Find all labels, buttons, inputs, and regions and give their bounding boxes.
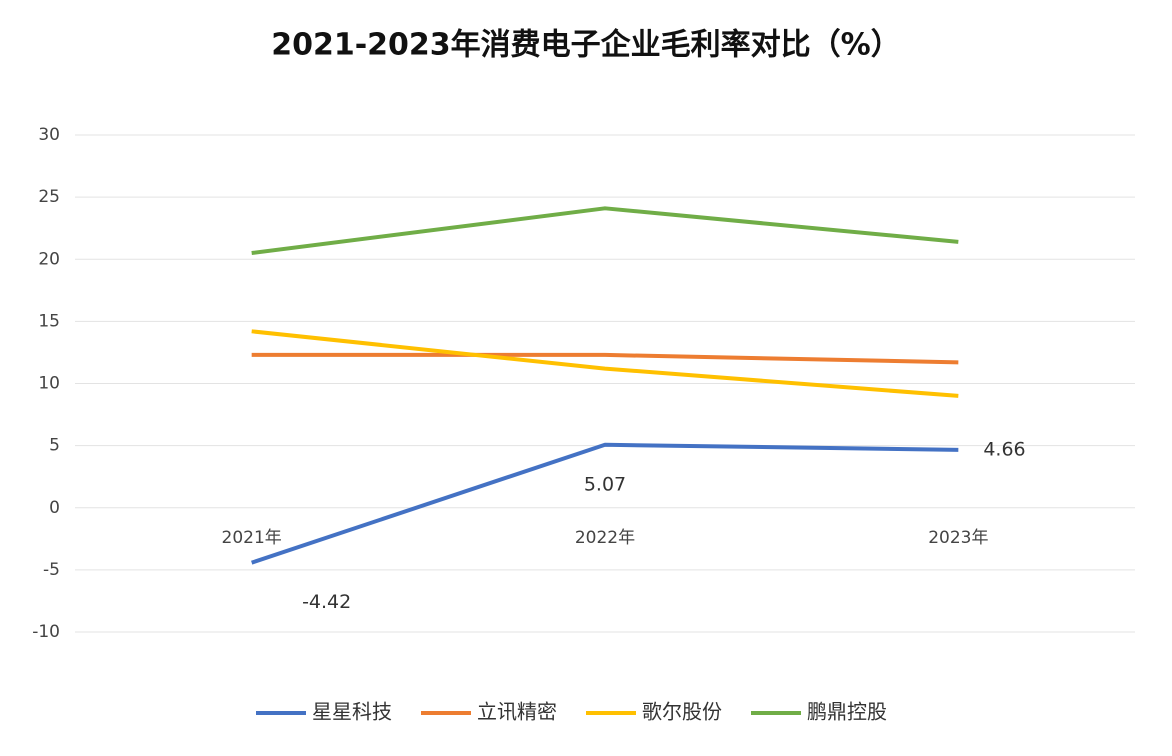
legend-label: 星星科技 bbox=[312, 700, 392, 724]
x-tick-label: 2021年 bbox=[222, 528, 282, 548]
y-tick-label: 0 bbox=[49, 498, 60, 518]
y-tick-label: 5 bbox=[49, 436, 60, 456]
x-tick-label: 2023年 bbox=[928, 528, 988, 548]
data-label: -4.42 bbox=[302, 591, 351, 613]
series-line bbox=[251, 352, 959, 365]
chart-title: 2021-2023年消费电子企业毛利率对比（%） bbox=[271, 28, 901, 63]
y-tick-label: 10 bbox=[38, 374, 60, 394]
series-line bbox=[251, 442, 959, 565]
y-tick-label: 20 bbox=[38, 249, 60, 269]
data-label: 4.66 bbox=[983, 438, 1025, 460]
data-label: 5.07 bbox=[584, 473, 626, 495]
legend-label: 立讯精密 bbox=[477, 700, 557, 724]
series-line bbox=[251, 206, 959, 256]
y-tick-label: -5 bbox=[43, 560, 60, 580]
legend-label: 鹏鼎控股 bbox=[807, 700, 887, 724]
y-tick-label: 15 bbox=[38, 311, 60, 331]
legend-label: 歌尔股份 bbox=[642, 700, 722, 724]
y-tick-label: 30 bbox=[38, 125, 60, 145]
x-tick-label: 2022年 bbox=[575, 528, 635, 548]
y-tick-label: 25 bbox=[38, 187, 60, 207]
series-line bbox=[251, 329, 959, 398]
y-tick-label: -10 bbox=[32, 622, 60, 642]
